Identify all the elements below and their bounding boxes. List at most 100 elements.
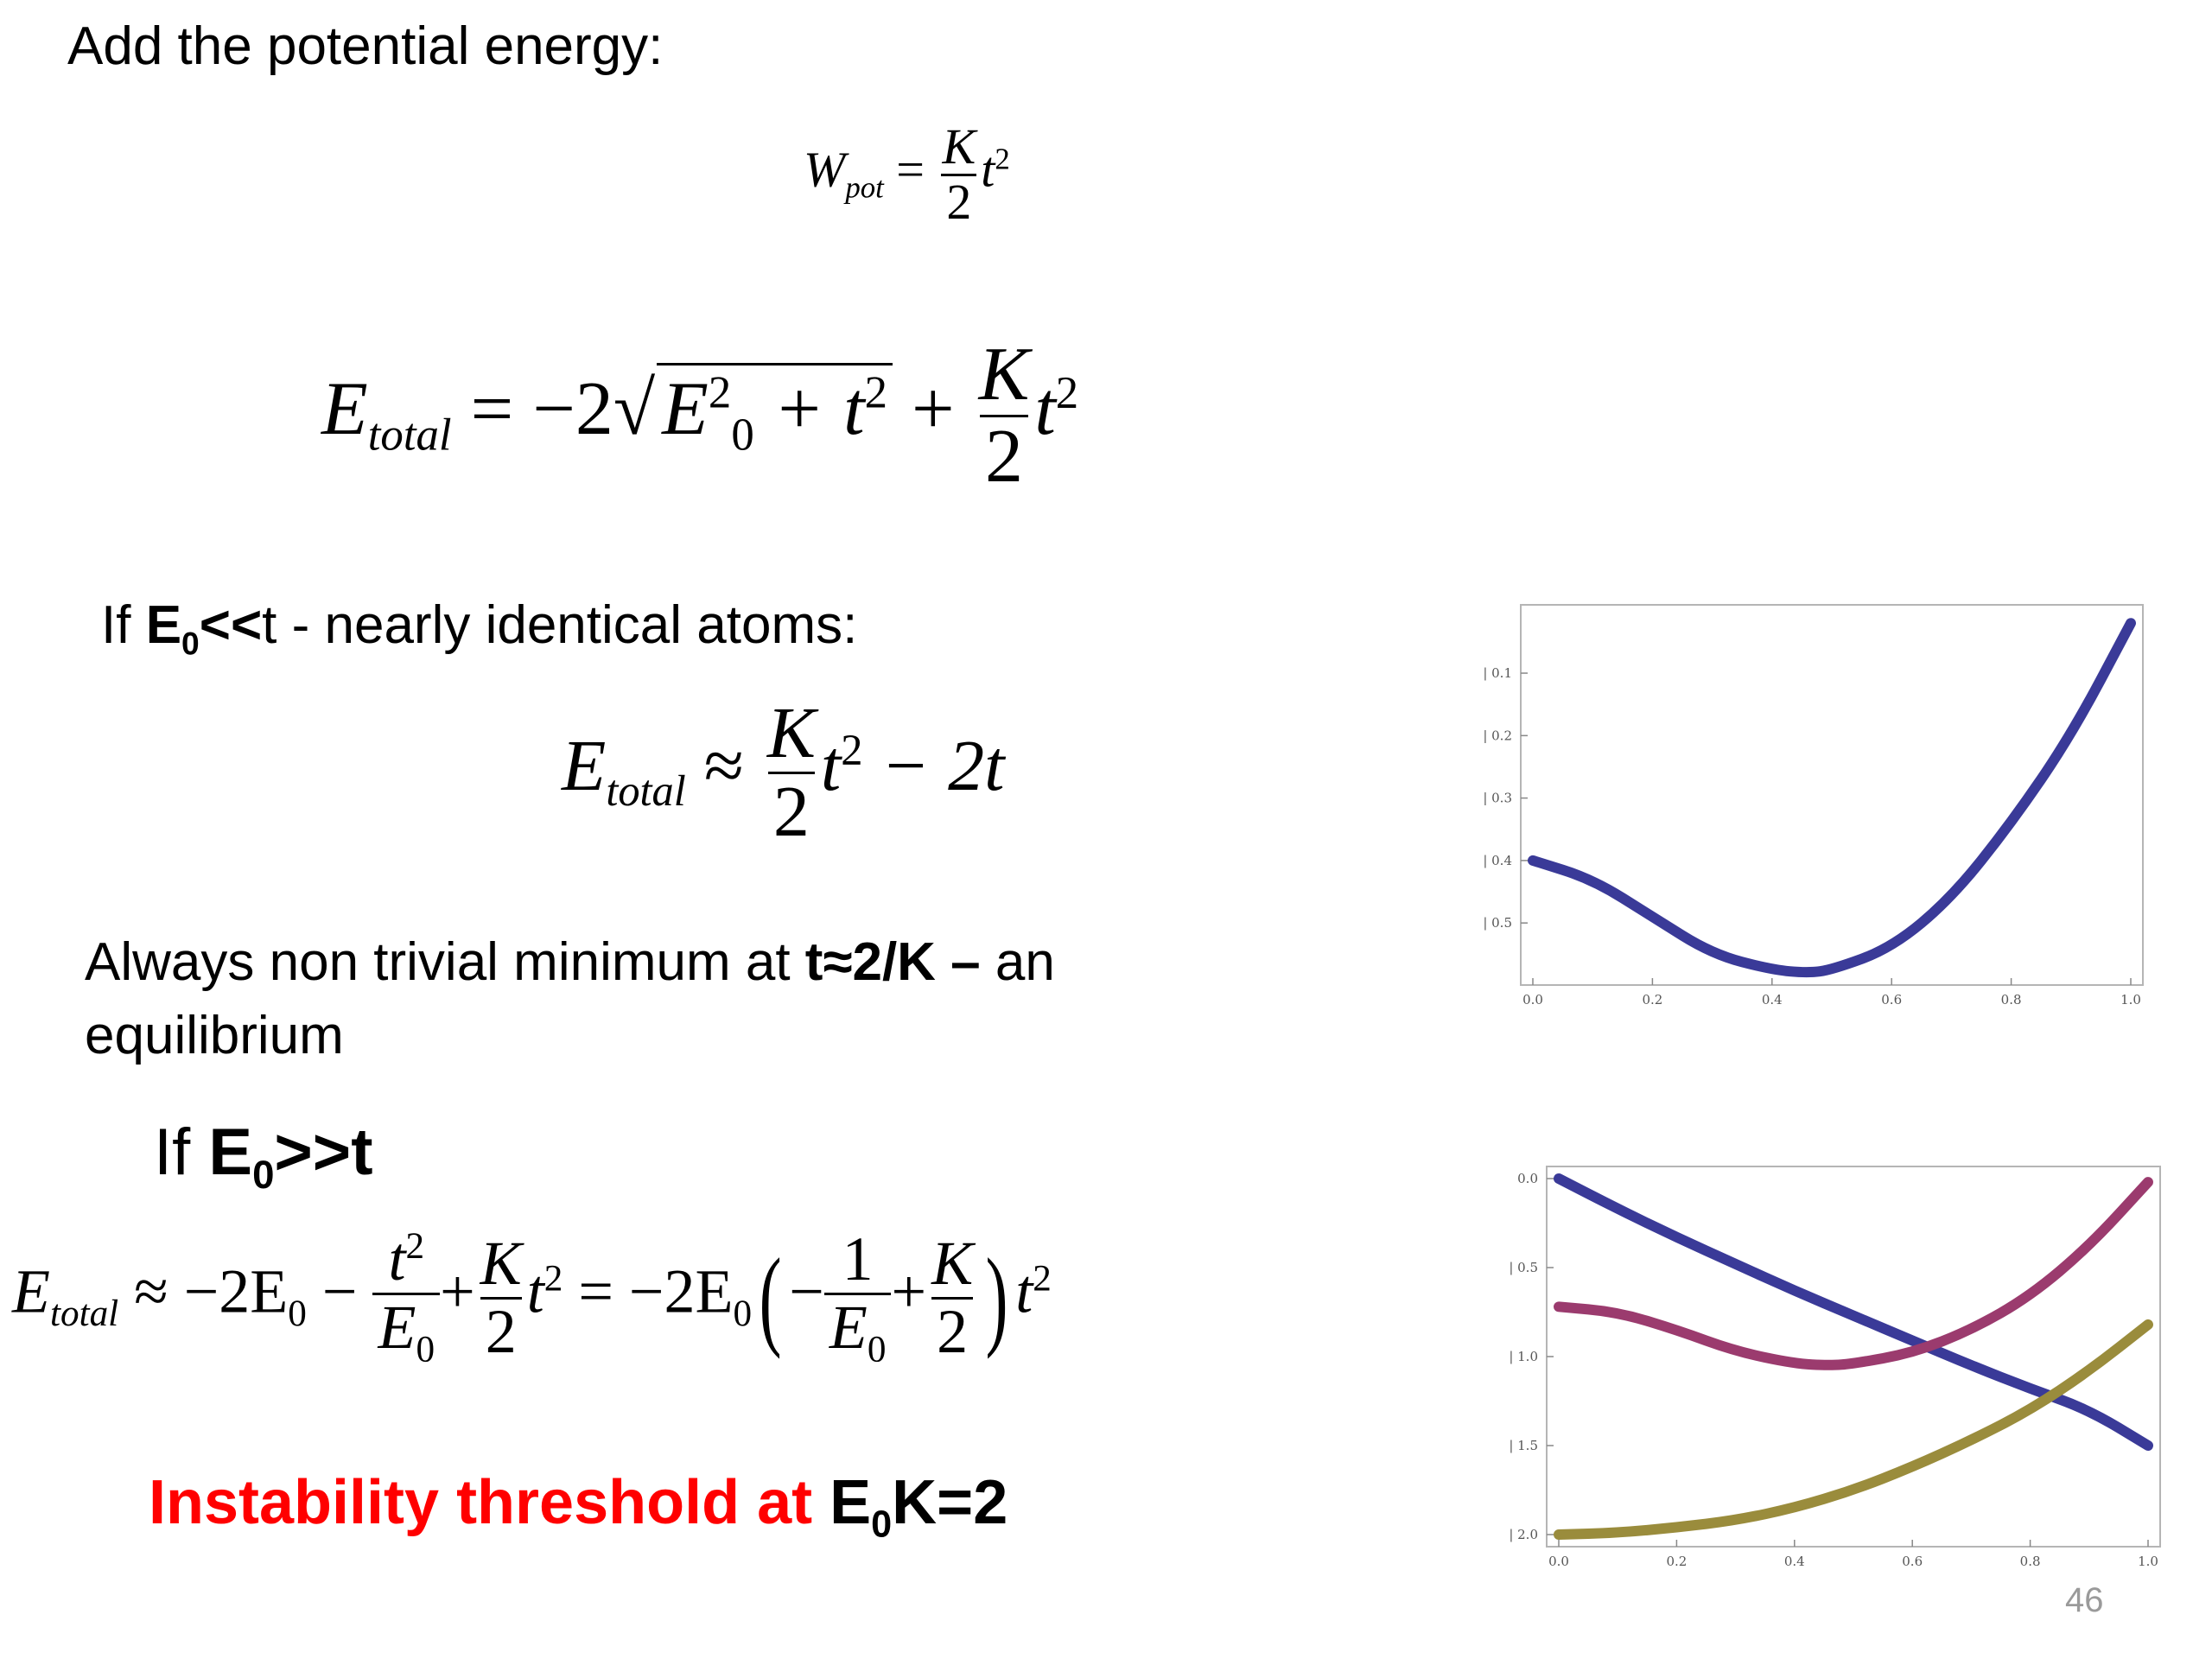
chart1-y-tick-label: | 0.5 <box>1483 915 1512 931</box>
min-bold: t≈2/K – <box>804 932 981 992</box>
chart2-y-tick-label: | 2.0 <box>1509 1527 1538 1542</box>
instability-threshold: Instability threshold at E0K=2 <box>149 1467 1007 1546</box>
eq4-var: t <box>526 1256 544 1326</box>
eq4-f3-den-wrap: E0 <box>823 1292 892 1370</box>
eq4-exp2: 2 <box>1033 1258 1052 1300</box>
eq3-tail: − 2t <box>862 725 1005 806</box>
eq3-den: 2 <box>767 772 815 850</box>
eq3-lhs: E <box>562 725 607 806</box>
eq4-var2: t <box>1015 1256 1033 1326</box>
sqrt-icon: √ <box>613 367 656 452</box>
chart2-series-3-line <box>1554 1319 2153 1540</box>
eq3-num: K <box>766 693 816 773</box>
eq2-den: 2 <box>979 415 1028 497</box>
eq3-lhs-sub: total <box>606 766 686 815</box>
eq4-f4-num: K <box>931 1229 974 1299</box>
eq4-f1-den: E <box>378 1292 416 1362</box>
eq2-inside-sup: 2 <box>708 367 732 418</box>
eq4-frac1: t2 E0 <box>372 1224 441 1370</box>
cond2-prefix: If <box>154 1116 209 1189</box>
eq4-frac3: 1 E0 <box>823 1226 892 1370</box>
chart1-x-tick-label: 0.4 <box>1762 992 1783 1007</box>
condition-large-E0: If E0>>t <box>154 1115 373 1198</box>
minimum-statement-line2: equilibrium <box>85 1006 344 1065</box>
chart1-frame <box>1520 604 2144 986</box>
eq4-rparen: ) <box>985 1236 1008 1360</box>
min-text1: Always non trivial minimum at <box>85 932 805 992</box>
chart1-y-tick-label: | 0.3 <box>1483 791 1512 806</box>
eq2-inside-sub: 0 <box>731 410 754 461</box>
eq1-lhs: W <box>804 141 846 198</box>
eq4-sub0: 0 <box>288 1294 307 1335</box>
eq4-f1-den-wrap: E0 <box>372 1292 441 1370</box>
condition-small-E0: If E0<<t - nearly identical atoms: <box>101 594 857 662</box>
chart1-y-tick-label: | 0.1 <box>1483 665 1512 681</box>
eq4-f1-num-wrap: t2 <box>383 1224 429 1294</box>
eq4-approx: ≈ −2E <box>134 1256 289 1326</box>
cond1-ll: << <box>199 595 263 655</box>
eq2-sqrt-content: E20 + t2 <box>657 363 893 461</box>
eq2-inside-E: E <box>662 367 709 452</box>
eq4-f1-den-sub: 0 <box>416 1328 435 1370</box>
eq4-inner-minus: − <box>789 1256 824 1326</box>
chart2-series-1-line <box>1554 1173 2153 1451</box>
eq2-inside-exp: 2 <box>864 367 887 418</box>
cond1-prefix: If <box>101 595 146 655</box>
chart1-series-1-line <box>1528 618 2136 978</box>
eq4-f1-num: t <box>388 1224 406 1294</box>
chart2-x-tick-label: 0.4 <box>1784 1554 1805 1569</box>
chart2-y-tick-label: | 1.0 <box>1509 1349 1538 1364</box>
eq1-exp: 2 <box>995 142 1010 176</box>
chart1-x-tick-label: 0.0 <box>1522 992 1543 1007</box>
eq4-f2-den: 2 <box>480 1296 522 1365</box>
eq4-f3-den-sub: 0 <box>867 1328 887 1370</box>
eq4-lhs-sub: total <box>49 1294 119 1335</box>
cond1-E: E <box>145 595 182 655</box>
cond1-sub: 0 <box>181 625 200 662</box>
chart2-x-tick-label: 0.2 <box>1666 1554 1687 1569</box>
chart2-x-tick-label: 1.0 <box>2138 1554 2158 1569</box>
eq2-exp: 2 <box>1055 367 1079 418</box>
equation-approx-large: Etotal ≈ −2E0 − t2 E0 + K 2 t2 = −2E0(−1 E0 + K 2… <box>12 1224 1052 1370</box>
eq2-lhs-sub: total <box>367 410 452 461</box>
eq2-plus: + <box>892 367 955 452</box>
slide-heading: Add the potential energy: <box>67 16 664 76</box>
chart2-x-tick-label: 0.0 <box>1548 1554 1569 1569</box>
eq4-lhs: E <box>12 1256 50 1326</box>
eq1-num: K <box>942 118 976 175</box>
eq1-den: 2 <box>941 173 977 229</box>
eq4-lparen: ( <box>759 1236 782 1360</box>
chart2-y-tick-label: | 0.5 <box>1509 1260 1538 1275</box>
eq4-f4-den: 2 <box>931 1296 974 1365</box>
eq4-sub0b: 0 <box>733 1294 753 1335</box>
eq3-exp: 2 <box>841 725 863 774</box>
eq2-equals: = −2 <box>470 367 613 452</box>
eq1-var: t <box>981 141 995 198</box>
eq2-inside-plus: + t <box>753 367 865 452</box>
page-number: 46 <box>2065 1581 2104 1619</box>
chart2-series-2-line <box>1554 1177 2153 1370</box>
chart-energy-small-E0: 0.0 0.2 0.4 0.6 0.8 1.0 | 0.1 | 0.2 | 0.3 | 0.4 | … <box>1483 604 2144 1007</box>
chart2-y-tick-label: 0.0 <box>1517 1171 1538 1186</box>
cond2-gg: >>t <box>274 1116 373 1189</box>
chart1-y-tick-label: | 0.2 <box>1483 728 1512 743</box>
eq4-minus: − <box>306 1256 358 1326</box>
eq1-equals: = <box>896 141 925 198</box>
eq4-exp: 2 <box>543 1258 563 1300</box>
chart2-y-tick-label: | 1.5 <box>1509 1438 1538 1453</box>
instability-sub: 0 <box>871 1503 893 1546</box>
eq4-plus: + <box>440 1256 475 1326</box>
instability-E: E <box>830 1468 872 1537</box>
cond2-E: E <box>208 1116 253 1189</box>
eq4-eq2: = −2E <box>563 1256 734 1326</box>
eq2-num: K <box>978 333 1030 416</box>
equation-total-energy: Etotal = −2√E20 + t2 + K 2 t2 <box>321 333 1079 498</box>
min-text2: an <box>980 932 1055 992</box>
eq2-lhs: E <box>321 367 368 452</box>
eq1-lhs-sub: pot <box>845 170 884 205</box>
